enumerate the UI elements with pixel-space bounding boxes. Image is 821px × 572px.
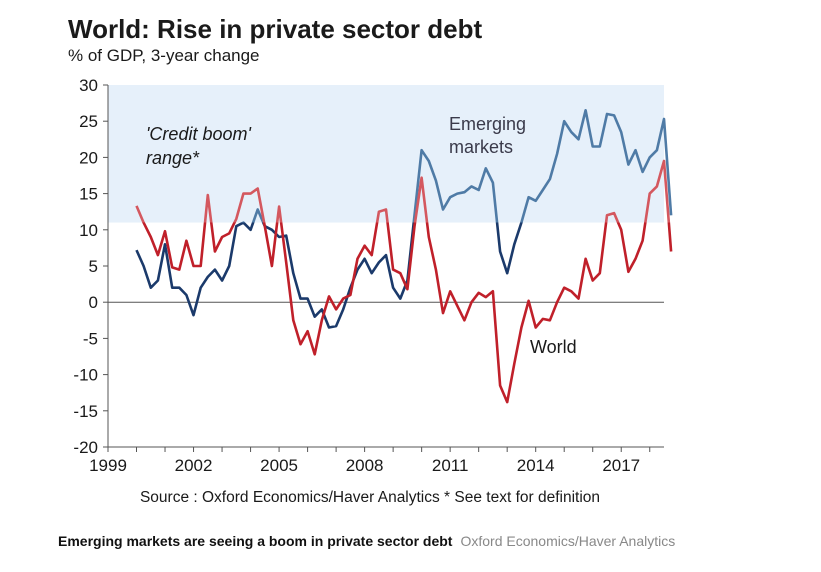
x-tick-label: 1999 <box>89 456 127 475</box>
emerging-markets-series-label: Emerging <box>449 114 526 134</box>
y-tick-label: -20 <box>73 438 98 457</box>
y-tick-label: -15 <box>73 402 98 421</box>
y-tick-label: 5 <box>89 257 98 276</box>
chart-title: World: Rise in private sector debt <box>68 14 483 44</box>
world-series-label: World <box>530 337 577 357</box>
x-tick-label: 2002 <box>175 456 213 475</box>
credit-boom-band <box>108 85 664 223</box>
x-tick-label: 2011 <box>432 456 469 475</box>
x-tick-label: 2014 <box>517 456 555 475</box>
y-tick-label: 20 <box>79 148 98 167</box>
series-emerging-markets-line-in-band <box>240 109 673 223</box>
y-tick-label: -10 <box>73 366 98 385</box>
emerging-markets-series-label-line2: markets <box>449 137 513 157</box>
caption-text: Emerging markets are seeing a boom in pr… <box>58 533 453 549</box>
caption-credit: Oxford Economics/Haver Analytics <box>460 533 676 549</box>
x-tick-label: 2017 <box>602 456 640 475</box>
y-tick-label: -5 <box>83 329 98 348</box>
x-tick-label: 2008 <box>346 456 384 475</box>
series-world-line <box>142 222 673 404</box>
chart-series <box>135 109 673 404</box>
series-emerging-markets-line <box>135 222 523 329</box>
y-tick-label: 25 <box>79 112 98 131</box>
y-tick-label: 30 <box>79 76 98 95</box>
figure-caption: Emerging markets are seeing a boom in pr… <box>58 531 698 551</box>
chart-annotations: 'Credit boom' range* Emerging markets World <box>146 114 577 357</box>
credit-boom-label: 'Credit boom' <box>146 124 251 144</box>
credit-boom-label-line2: range* <box>146 148 200 168</box>
chart-subtitle: % of GDP, 3-year change <box>68 46 260 65</box>
y-tick-label: 15 <box>79 185 98 204</box>
credit-boom-range-band <box>108 85 664 223</box>
y-tick-label: 10 <box>79 221 98 240</box>
y-tick-label: 0 <box>89 293 98 312</box>
x-tick-label: 2005 <box>260 456 298 475</box>
source-note: Source : Oxford Economics/Haver Analytic… <box>139 489 601 506</box>
